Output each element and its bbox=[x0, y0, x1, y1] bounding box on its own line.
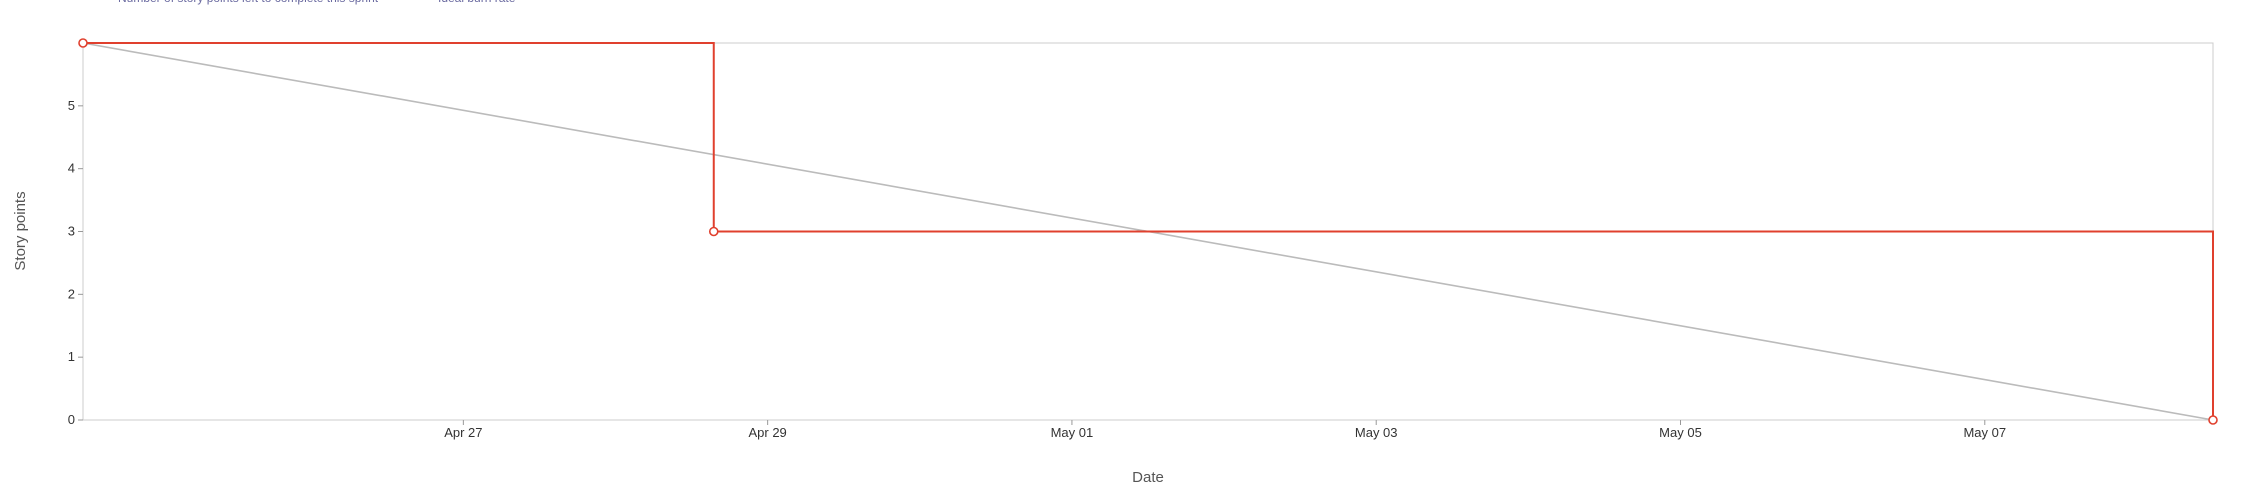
y-axis-title: Story points bbox=[12, 191, 29, 270]
y-tick-label: 0 bbox=[68, 412, 75, 427]
remaining-points-point bbox=[708, 226, 719, 237]
x-axis: Apr 27 Apr 29 May 01 May 03 May 05 May 07 bbox=[444, 420, 2006, 440]
y-tick-label: 5 bbox=[68, 98, 75, 113]
remaining-points-point bbox=[78, 38, 88, 48]
x-tick-label: May 05 bbox=[1659, 425, 1702, 440]
x-tick-label: May 07 bbox=[1963, 425, 2006, 440]
series-layer bbox=[78, 38, 2218, 425]
y-axis: 0 1 2 3 4 5 bbox=[68, 98, 83, 427]
y-tick-label: 3 bbox=[68, 224, 75, 239]
x-tick-label: May 01 bbox=[1051, 425, 1094, 440]
legend-label-ideal-burn: Ideal burn rate bbox=[438, 0, 516, 5]
x-tick-label: May 03 bbox=[1355, 425, 1398, 440]
y-tick-label: 4 bbox=[68, 161, 75, 176]
remaining-points-point bbox=[2208, 415, 2218, 425]
legend: Number of story points left to complete … bbox=[118, 0, 516, 5]
x-tick-label: Apr 29 bbox=[748, 425, 786, 440]
y-tick-label: 2 bbox=[68, 286, 75, 301]
y-tick-label: 1 bbox=[68, 349, 75, 364]
x-axis-title: Date bbox=[1132, 469, 1164, 486]
x-tick-label: Apr 27 bbox=[444, 425, 482, 440]
legend-label-remaining-points: Number of story points left to complete … bbox=[118, 0, 379, 5]
